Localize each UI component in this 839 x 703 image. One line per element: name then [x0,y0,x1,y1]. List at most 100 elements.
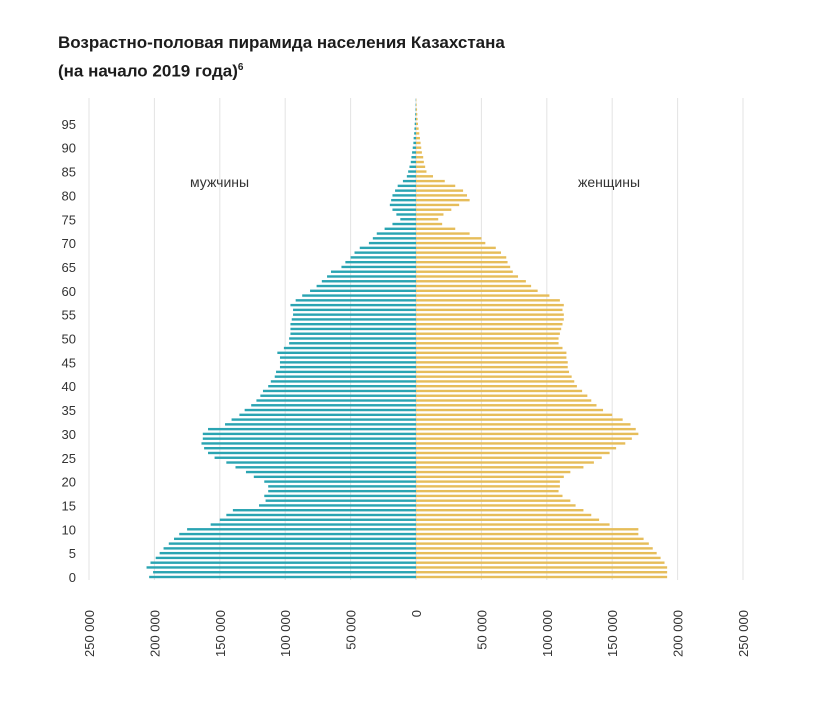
men-bar-age-1 [153,571,417,574]
women-bar-age-4 [416,556,661,560]
women-bar-age-13 [416,513,592,517]
y-tick-85: 85 [62,165,76,180]
men-bar-age-54 [291,318,416,321]
men-bar-age-89 [412,151,416,154]
men-bar-age-95 [414,122,416,126]
women-bar-age-6 [416,547,653,550]
women-bar-age-2 [416,566,668,569]
men-bar-age-67 [350,256,416,259]
men-bar-age-87 [410,160,416,164]
x-tick-right: 50 000 [474,610,489,650]
women-bar-age-82 [416,184,456,188]
men-label: мужчины [190,174,249,190]
y-tick-55: 55 [62,308,76,323]
women-bar-age-79 [416,198,470,202]
men-bar-age-5 [159,551,416,555]
women-bar-age-21 [416,475,564,479]
men-bar-age-74 [392,222,416,226]
men-bar-age-49 [289,342,416,345]
men-bar-age-24 [226,461,416,464]
women-bar-age-72 [416,232,470,235]
women-bar-age-75 [416,218,439,221]
men-bar-age-80 [392,194,416,197]
men-bar-age-91 [413,141,416,145]
women-bar-age-1 [416,571,668,574]
y-tick-70: 70 [62,236,76,251]
women-bar-age-41 [416,380,575,383]
women-bar-age-25 [416,456,602,459]
men-bar-age-97 [415,113,416,116]
men-bar-age-52 [290,327,416,331]
x-tick-left: 150 000 [213,610,228,657]
women-bar-age-65 [416,265,511,269]
women-bar-age-14 [416,509,584,512]
women-bar-age-45 [416,361,568,364]
men-bar-age-29 [202,437,416,440]
men-bar-age-32 [225,423,416,426]
x-tick-right: 200 000 [671,610,686,657]
title-line-2: (на начало 2019 года)6 [58,61,244,81]
men-bar-age-65 [341,265,416,269]
women-bar-age-84 [416,175,434,178]
men-bar-age-93 [414,132,416,135]
y-tick-25: 25 [62,451,76,466]
y-tick-45: 45 [62,355,76,370]
women-bar-age-5 [416,551,657,555]
men-bar-age-47 [277,351,416,355]
women-bar-age-48 [416,346,563,350]
men-bar-age-46 [279,356,416,359]
men-bar-age-73 [384,227,416,230]
men-bar-age-88 [411,156,416,159]
men-bar-age-30 [202,432,416,436]
men-bar-age-37 [256,399,416,402]
y-tick-15: 15 [62,498,76,513]
men-bar-age-55 [293,313,416,316]
x-tick-left: 200 000 [147,610,162,657]
women-bar-age-53 [416,322,563,326]
men-bar-age-77 [392,208,416,211]
men-bar-age-34 [239,413,416,417]
men-bar-age-2 [146,566,416,569]
women-bar-age-74 [416,222,443,226]
women-bar-age-9 [416,532,639,536]
men-bar-age-14 [232,509,416,512]
men-bar-age-92 [413,136,416,140]
women-bar-age-97 [416,113,418,116]
men-bar-age-66 [345,260,416,264]
men-bar-age-60 [310,289,416,292]
men-bar-age-90 [412,146,416,149]
men-bar-age-15 [259,504,416,507]
women-bar-age-3 [416,561,665,564]
men-bar-age-57 [290,303,416,307]
women-bar-age-85 [416,170,427,173]
y-tick-90: 90 [62,141,76,156]
women-bar-age-32 [416,423,631,426]
women-bar-age-31 [416,427,636,431]
men-bar-age-68 [354,251,416,254]
men-bar-age-18 [268,489,416,493]
women-bar-age-56 [416,308,563,312]
women-bar-age-63 [416,275,519,278]
women-bar-age-58 [416,299,560,302]
women-bar-age-11 [416,523,610,526]
women-bar-age-33 [416,418,623,421]
men-bar-age-72 [376,232,416,235]
men-bar-age-31 [208,427,416,431]
women-bar-age-60 [416,289,538,292]
men-bar-age-96 [414,117,416,121]
y-tick-20: 20 [62,475,76,490]
bars [146,98,668,579]
women-bar-age-8 [416,537,644,541]
men-bar-age-21 [253,475,416,479]
women-bar-age-93 [416,132,420,135]
men-bar-age-41 [270,380,416,383]
men-bar-age-25 [214,456,416,459]
women-bar-age-15 [416,504,576,507]
y-tick-10: 10 [62,522,76,537]
y-tick-35: 35 [62,403,76,418]
women-bar-age-95 [416,122,418,126]
women-bar-age-62 [416,280,526,283]
women-bar-age-29 [416,437,632,440]
men-bar-age-64 [330,270,416,273]
women-bar-age-80 [416,194,468,197]
